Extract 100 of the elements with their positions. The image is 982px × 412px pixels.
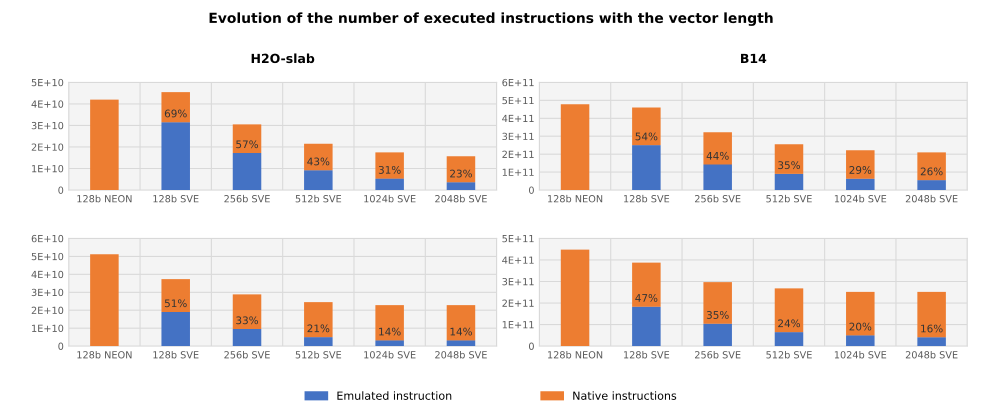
y-tick-label: 1E+10: [32, 324, 64, 332]
chart-subtitle: B14: [741, 54, 766, 63]
bar: [632, 306, 661, 346]
bar: [917, 180, 946, 190]
bar: [304, 302, 333, 338]
x-tick-label: 512b SVE: [766, 194, 812, 202]
y-tick-label: 4E+10: [32, 270, 64, 278]
annotation: 43%: [307, 158, 330, 166]
bar: [161, 312, 190, 346]
bar: [232, 153, 262, 190]
bar: [90, 254, 119, 346]
y-tick-label: 4E+10: [32, 100, 64, 108]
annotation: 33%: [236, 316, 258, 324]
bar: [161, 279, 190, 312]
y-tick-label: 3E+10: [32, 288, 64, 296]
x-tick-label: 2048b SVE: [906, 194, 958, 202]
annotation: 20%: [849, 322, 872, 331]
x-tick-label: 2048b SVE: [435, 194, 487, 202]
bar: [90, 100, 119, 190]
annotation: 35%: [778, 161, 800, 170]
annotation: 23%: [450, 170, 472, 178]
x-tick-label: 256b SVE: [224, 350, 270, 358]
annotation: 21%: [308, 324, 330, 332]
bar: [375, 152, 404, 179]
x-tick-label: 1024b SVE: [834, 350, 886, 358]
y-tick-label: 5E+10: [32, 78, 64, 86]
bar: [703, 282, 732, 324]
bar: [774, 144, 804, 174]
bar: [446, 182, 476, 190]
y-tick-label: 6E+10: [32, 234, 64, 242]
annotation: 69%: [164, 110, 187, 118]
annotation: 24%: [778, 319, 800, 328]
y-tick-label: 2E+11: [502, 150, 534, 158]
y-tick-label: 2E+11: [502, 300, 534, 307]
x-tick-label: 1024b SVE: [364, 350, 416, 358]
x-tick-label: 128b NEON: [77, 194, 132, 202]
bar: [161, 92, 190, 122]
bar: [846, 178, 875, 190]
x-tick-label: 2048b SVE: [906, 350, 958, 358]
y-tick-label: 5E+11: [502, 235, 534, 242]
annotation: 57%: [236, 140, 258, 148]
bar: [232, 294, 262, 330]
bar: [632, 145, 661, 190]
x-tick-label: 128b SVE: [153, 194, 198, 202]
bar: [446, 305, 476, 340]
bar: [560, 104, 590, 190]
y-tick-label: 5E+10: [32, 252, 64, 260]
x-tick-label: 1024b SVE: [364, 194, 416, 202]
x-tick-label: 128b NEON: [548, 194, 602, 202]
bar: [917, 152, 946, 180]
annotation: 51%: [164, 299, 187, 308]
y-tick-label: 5E+11: [502, 96, 534, 104]
bar: [304, 170, 333, 190]
bar: [161, 122, 190, 190]
bar: [375, 305, 404, 340]
y-tick-label: 2E+10: [32, 143, 64, 151]
annotation: 16%: [921, 324, 943, 332]
annotation: 29%: [849, 166, 872, 174]
annotation: 26%: [920, 167, 943, 176]
bar: [917, 292, 946, 338]
bar: [375, 178, 404, 190]
y-tick-label: 0: [528, 186, 534, 194]
bar: [232, 329, 262, 346]
x-tick-label: 128b NEON: [77, 350, 132, 358]
annotation: 44%: [706, 152, 729, 160]
y-tick-label: 3E+11: [502, 132, 534, 140]
chart-title: Evolution of the number of executed instructions with the vector length: [210, 12, 773, 26]
bar: [703, 164, 732, 190]
y-tick-label: 4E+11: [502, 114, 534, 122]
x-tick-label: 128b SVE: [624, 194, 670, 202]
bar: [774, 288, 804, 332]
annotation: 14%: [379, 328, 401, 336]
annotation: 31%: [378, 166, 401, 174]
bar: [232, 124, 262, 153]
y-tick-label: 6E+11: [502, 78, 534, 86]
bar: [304, 337, 333, 346]
bar: [846, 335, 875, 346]
y-tick-label: 0: [58, 342, 64, 350]
bar: [304, 144, 333, 170]
x-tick-label: 2048b SVE: [435, 350, 487, 358]
annotation: 54%: [636, 132, 658, 140]
annotation: 35%: [706, 311, 729, 319]
bar: [774, 174, 804, 190]
x-tick-label: 512b SVE: [766, 350, 812, 358]
bar: [846, 292, 875, 336]
annotation: 47%: [635, 294, 658, 302]
x-tick-label: 256b SVE: [695, 350, 740, 358]
bar: [703, 324, 732, 346]
y-tick-label: 3E+11: [502, 278, 534, 286]
bar: [632, 108, 661, 146]
bar: [703, 132, 732, 165]
legend-label: Native instructions: [573, 391, 676, 400]
x-tick-label: 128b NEON: [548, 350, 602, 358]
y-tick-label: 1E+11: [502, 321, 534, 328]
bar: [446, 156, 476, 182]
y-tick-label: 3E+10: [32, 122, 64, 130]
y-tick-label: 1E+10: [32, 164, 64, 172]
bar: [375, 340, 404, 346]
x-tick-label: 128b SVE: [153, 350, 198, 358]
bar: [917, 337, 946, 346]
